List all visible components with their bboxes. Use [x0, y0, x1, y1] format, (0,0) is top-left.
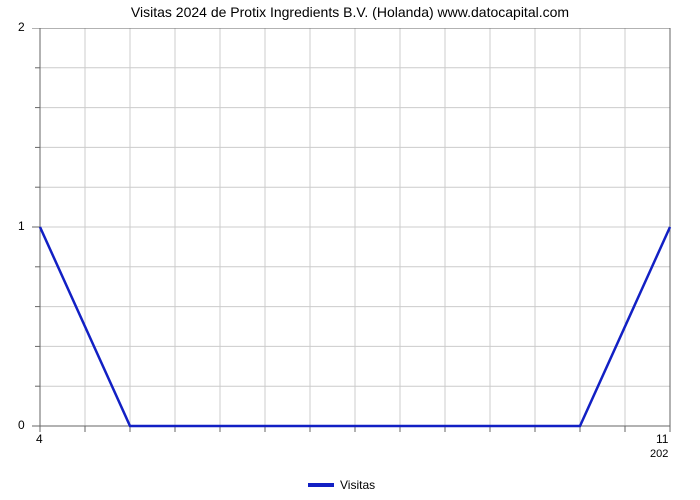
chart-legend: Visitas [308, 478, 375, 492]
y-tick-label-0: 0 [18, 418, 25, 432]
chart-title: Visitas 2024 de Protix Ingredients B.V. … [0, 4, 700, 20]
chart-plot [28, 28, 678, 438]
legend-label: Visitas [340, 478, 375, 492]
x-tick-label-left: 4 [36, 432, 43, 446]
y-tick-label-2: 2 [18, 20, 25, 34]
x-secondary-right-label: 202 [650, 448, 668, 460]
chart-container: Visitas 2024 de Protix Ingredients B.V. … [0, 0, 700, 500]
x-tick-label-right: 11 [656, 432, 668, 446]
legend-swatch [308, 483, 334, 487]
y-tick-label-1: 1 [18, 219, 25, 233]
